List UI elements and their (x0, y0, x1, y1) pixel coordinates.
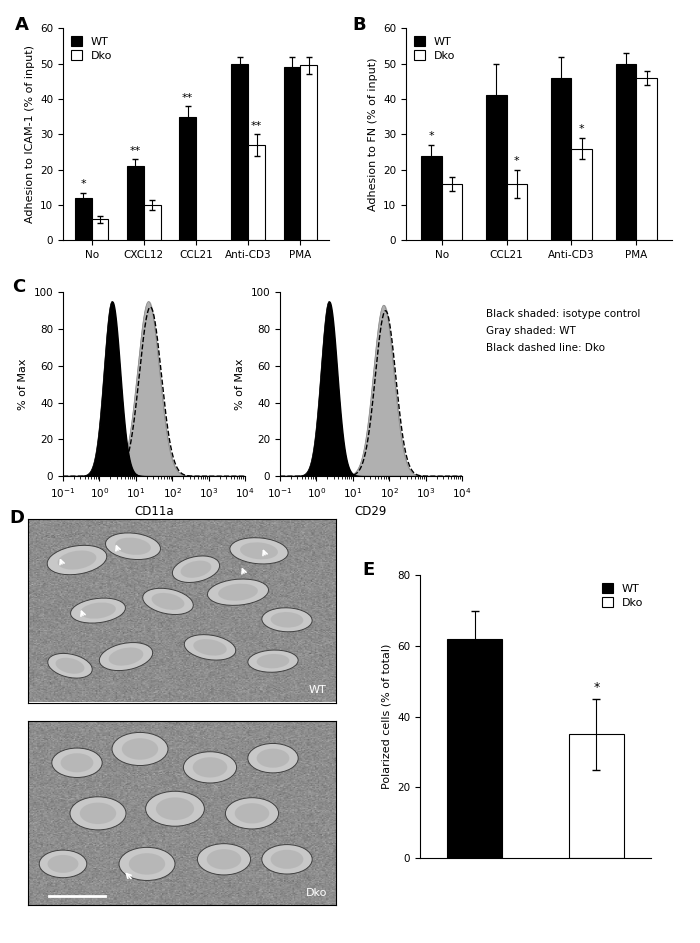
Ellipse shape (262, 608, 312, 632)
Bar (232, 64, 248, 240)
Bar (284, 67, 300, 240)
Text: B: B (353, 15, 366, 34)
Bar (92, 220, 108, 240)
Y-axis label: Adhesion to FN (% of input): Adhesion to FN (% of input) (368, 58, 377, 211)
Ellipse shape (48, 653, 92, 678)
Y-axis label: % of Max: % of Max (18, 358, 28, 410)
Text: *: * (593, 681, 599, 694)
Bar (551, 78, 571, 240)
Bar (636, 78, 657, 240)
Bar (248, 145, 265, 240)
Bar (421, 156, 442, 240)
Ellipse shape (47, 545, 107, 574)
Ellipse shape (230, 538, 288, 564)
Ellipse shape (183, 752, 237, 783)
Ellipse shape (193, 639, 227, 655)
Ellipse shape (184, 635, 236, 660)
Bar (615, 64, 636, 240)
Ellipse shape (181, 560, 211, 578)
Ellipse shape (80, 603, 116, 619)
Ellipse shape (218, 584, 258, 601)
Ellipse shape (55, 657, 85, 674)
Ellipse shape (257, 653, 289, 669)
Ellipse shape (108, 648, 144, 666)
Text: WT: WT (309, 686, 327, 695)
Ellipse shape (257, 749, 289, 768)
Text: **: ** (182, 92, 193, 103)
Text: Black dashed line: Dko: Black dashed line: Dko (486, 343, 606, 354)
Bar (442, 184, 463, 240)
Ellipse shape (61, 753, 93, 772)
Ellipse shape (234, 803, 270, 823)
Bar (127, 166, 144, 240)
Bar (569, 735, 624, 858)
Text: Dko: Dko (305, 888, 327, 898)
Ellipse shape (119, 848, 175, 881)
Ellipse shape (112, 733, 168, 766)
Ellipse shape (152, 593, 184, 610)
Ellipse shape (271, 612, 303, 628)
Ellipse shape (197, 844, 251, 875)
Text: *: * (579, 124, 584, 134)
Text: **: ** (251, 121, 262, 131)
Bar (447, 638, 502, 858)
Ellipse shape (71, 598, 125, 623)
Text: *: * (80, 179, 86, 190)
X-axis label: CD29: CD29 (355, 505, 387, 519)
Bar (75, 198, 92, 240)
Bar (507, 184, 527, 240)
Text: Black shaded: isotype control: Black shaded: isotype control (486, 309, 641, 320)
Ellipse shape (57, 551, 97, 570)
Text: **: ** (130, 145, 141, 156)
Ellipse shape (193, 757, 228, 778)
Ellipse shape (122, 738, 158, 760)
Ellipse shape (80, 802, 116, 824)
Y-axis label: Adhesion to ICAM-1 (% of input): Adhesion to ICAM-1 (% of input) (25, 45, 34, 223)
Text: E: E (363, 561, 375, 579)
Ellipse shape (143, 588, 193, 615)
Ellipse shape (146, 791, 204, 826)
Legend: WT, Dko: WT, Dko (69, 34, 114, 63)
Ellipse shape (48, 855, 78, 873)
Bar (571, 148, 592, 240)
Ellipse shape (172, 556, 220, 583)
Y-axis label: % of Max: % of Max (235, 358, 245, 410)
Ellipse shape (207, 579, 269, 605)
Ellipse shape (39, 851, 87, 878)
Bar (300, 65, 317, 240)
Bar (179, 117, 196, 240)
Ellipse shape (248, 650, 298, 672)
Text: A: A (15, 15, 29, 34)
Ellipse shape (106, 533, 160, 559)
Ellipse shape (225, 798, 279, 829)
Ellipse shape (99, 642, 153, 670)
Text: D: D (10, 509, 25, 527)
Bar (486, 95, 507, 240)
Text: C: C (12, 277, 25, 295)
Ellipse shape (240, 542, 278, 559)
Text: *: * (514, 157, 520, 166)
Text: *: * (428, 131, 434, 141)
Bar (144, 206, 160, 240)
Text: Gray shaded: WT: Gray shaded: WT (486, 326, 576, 337)
Ellipse shape (52, 748, 102, 777)
Ellipse shape (206, 849, 242, 869)
Ellipse shape (129, 853, 165, 875)
X-axis label: CD11a: CD11a (134, 505, 174, 519)
Ellipse shape (115, 538, 151, 554)
Ellipse shape (248, 743, 298, 773)
Legend: WT, Dko: WT, Dko (600, 581, 645, 610)
Ellipse shape (156, 798, 194, 820)
Ellipse shape (262, 845, 312, 874)
Legend: WT, Dko: WT, Dko (412, 34, 457, 63)
Ellipse shape (70, 797, 126, 830)
Y-axis label: Polarized cells (% of total): Polarized cells (% of total) (382, 644, 391, 789)
Ellipse shape (271, 850, 303, 869)
